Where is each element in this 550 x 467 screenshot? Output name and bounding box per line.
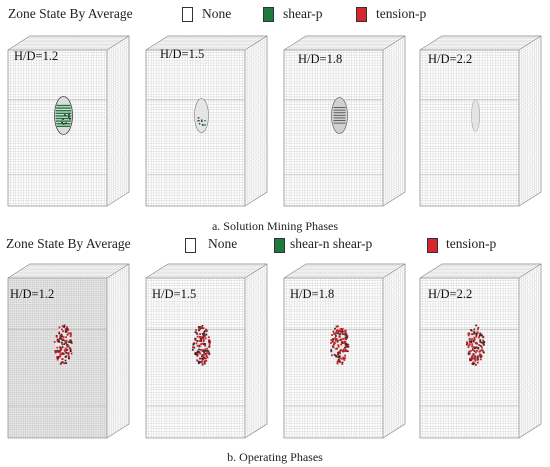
panel-a-3-label: H/D=1.8: [298, 52, 343, 66]
cavity-region: [194, 98, 209, 133]
legend-swatch-shear-a: [263, 7, 274, 22]
mesh-block-a-4: [419, 35, 542, 207]
panel-b-4: [414, 262, 549, 442]
legend-swatch-none-a: [182, 7, 193, 22]
panel-a-3: [278, 34, 413, 210]
caption-b: b. Operating Phases: [227, 450, 323, 464]
legend-label-none-a: None: [202, 6, 232, 21]
mesh-block-a-1: [7, 35, 130, 207]
panel-b-2: [140, 262, 275, 442]
panel-b-4-label: H/D=2.2: [428, 287, 473, 301]
cavity-region: [330, 325, 350, 365]
legend-swatch-none-b: [185, 238, 196, 253]
panel-a-4-label: H/D=2.2: [428, 52, 473, 66]
mesh-wireframe: [419, 35, 542, 207]
panel-a-4: [414, 34, 549, 210]
panel-a-1-label: H/D=1.2: [14, 49, 59, 63]
panel-a-1: [2, 34, 137, 210]
legend-title-b: Zone State By Average: [6, 236, 131, 251]
cavity-region: [331, 97, 348, 134]
mesh-block-b-3: [283, 263, 406, 439]
panel-b-3: [278, 262, 413, 442]
cavity-region: [465, 324, 486, 366]
mesh-wireframe: [419, 263, 542, 439]
mesh-wireframe: [145, 35, 268, 207]
mesh-wireframe: [7, 35, 130, 207]
mesh-block-a-3: [283, 35, 406, 207]
panel-a-2-label: H/D=1.5: [160, 47, 205, 61]
panel-b-3-label: H/D=1.8: [290, 287, 335, 301]
cavity-region: [471, 99, 480, 132]
legend-swatch-tension-a: [356, 7, 367, 22]
legend-label-shear-b: shear-n shear-p: [290, 236, 373, 251]
panel-b-2-label: H/D=1.5: [152, 287, 197, 301]
cavity-region: [53, 324, 73, 365]
legend-label-tension-a: tension-p: [376, 6, 427, 21]
panel-b-1: [2, 262, 137, 442]
cavity-region: [54, 96, 73, 135]
caption-a: a. Solution Mining Phases: [211, 219, 338, 233]
mesh-block-b-2: [145, 263, 268, 439]
panel-a-2: [140, 34, 275, 210]
mesh-block-a-2: [145, 35, 268, 207]
mesh-block-b-1: [7, 263, 130, 439]
legend-label-none-b: None: [208, 236, 238, 251]
cavity-region: [191, 325, 212, 366]
panel-b-1-label: H/D=1.2: [10, 287, 55, 301]
legend-label-shear-a: shear-p: [283, 6, 323, 21]
legend-title-a: Zone State By Average: [8, 6, 133, 21]
legend-swatch-tension-b: [427, 238, 438, 253]
legend-swatch-shear-b: [274, 238, 285, 253]
legend-label-tension-b: tension-p: [446, 236, 497, 251]
mesh-block-b-4: [419, 263, 542, 439]
